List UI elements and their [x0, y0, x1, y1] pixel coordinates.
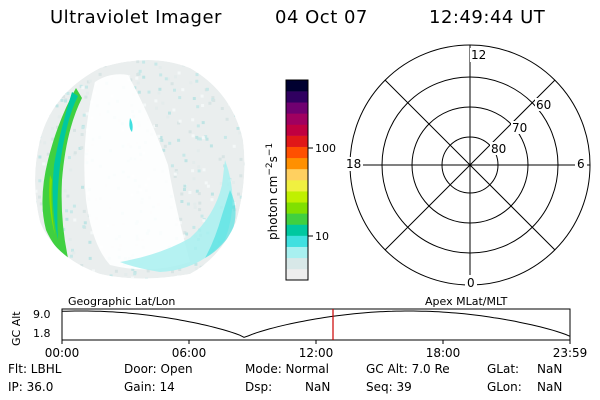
track-x-tick-label: 00:00 — [45, 346, 80, 360]
colorbar-band — [286, 268, 308, 281]
altitude-curve — [61, 310, 571, 338]
colorbar-units: photon cm−2s−1 — [265, 143, 280, 240]
ip-info: IP: 36.0 — [8, 380, 54, 394]
track-left-label: Geographic Lat/Lon — [68, 295, 175, 308]
colorbar-band — [286, 80, 308, 92]
colorbar — [286, 80, 308, 281]
colorbar-band — [286, 157, 308, 170]
instrument-title: Ultraviolet Imager — [50, 7, 222, 28]
colorbar-band — [286, 135, 308, 147]
colorbar-band — [286, 146, 308, 159]
colorbar-band — [286, 113, 308, 125]
dsp-value: NaN — [305, 380, 331, 394]
polar-grid — [349, 44, 591, 286]
track-ylabel: GC Alt — [10, 311, 23, 346]
filter-info: Flt: LBHL — [8, 362, 62, 376]
lat-label-60: 60 — [536, 98, 551, 112]
track-ytick-max: 9.0 — [33, 308, 51, 321]
colorbar-band — [286, 124, 308, 136]
mode-info: Mode: Normal — [245, 362, 329, 376]
colorbar-label-100: 100 — [315, 142, 336, 155]
auroral-image — [35, 60, 245, 279]
colorbar-band — [286, 91, 308, 103]
dsp-label: Dsp: — [245, 380, 273, 394]
time-label: 12:49:44 UT — [429, 7, 546, 28]
seq-info: Seq: 39 — [366, 380, 412, 394]
colorbar-frame — [285, 79, 309, 281]
track-x-axis: 00:00 06:00 12:00 18:00 23:59 — [45, 340, 588, 360]
colorbar-label-10: 10 — [315, 230, 329, 243]
colorbar-band — [286, 257, 308, 270]
colorbar-band — [286, 180, 308, 192]
colorbar-band — [286, 102, 308, 114]
track-x-tick-label: 06:00 — [172, 346, 207, 360]
mlt-label-0: 0 — [467, 276, 475, 290]
glat-value: NaN — [537, 362, 563, 376]
mlt-label-12: 12 — [471, 48, 486, 62]
gcalt-info: GC Alt: 7.0 Re — [366, 362, 450, 376]
mlt-label-18: 18 — [346, 157, 361, 171]
glon-value: NaN — [537, 380, 563, 394]
glon-label: GLon: — [487, 380, 522, 394]
track-ytick-min: 1.8 — [33, 327, 51, 340]
glat-label: GLat: — [487, 362, 520, 376]
door-info: Door: Open — [124, 362, 193, 376]
colorbar-band — [286, 202, 308, 214]
lat-label-80: 80 — [491, 142, 506, 156]
track-x-tick-label: 23:59 — [553, 346, 588, 360]
track-right-label: Apex MLat/MLT — [425, 295, 508, 308]
colorbar-band — [286, 168, 308, 181]
colorbar-band — [286, 224, 308, 236]
gain-info: Gain: 14 — [124, 380, 175, 394]
colorbar-band — [286, 213, 308, 225]
colorbar-band — [286, 246, 308, 259]
date-label: 04 Oct 07 — [275, 7, 368, 28]
track-x-tick-label: 12:00 — [299, 346, 334, 360]
track-x-tick-label: 18:00 — [426, 346, 461, 360]
colorbar-band — [286, 235, 308, 247]
mlt-label-6: 6 — [577, 157, 585, 171]
lat-label-70: 70 — [512, 121, 527, 135]
colorbar-band — [286, 191, 308, 203]
